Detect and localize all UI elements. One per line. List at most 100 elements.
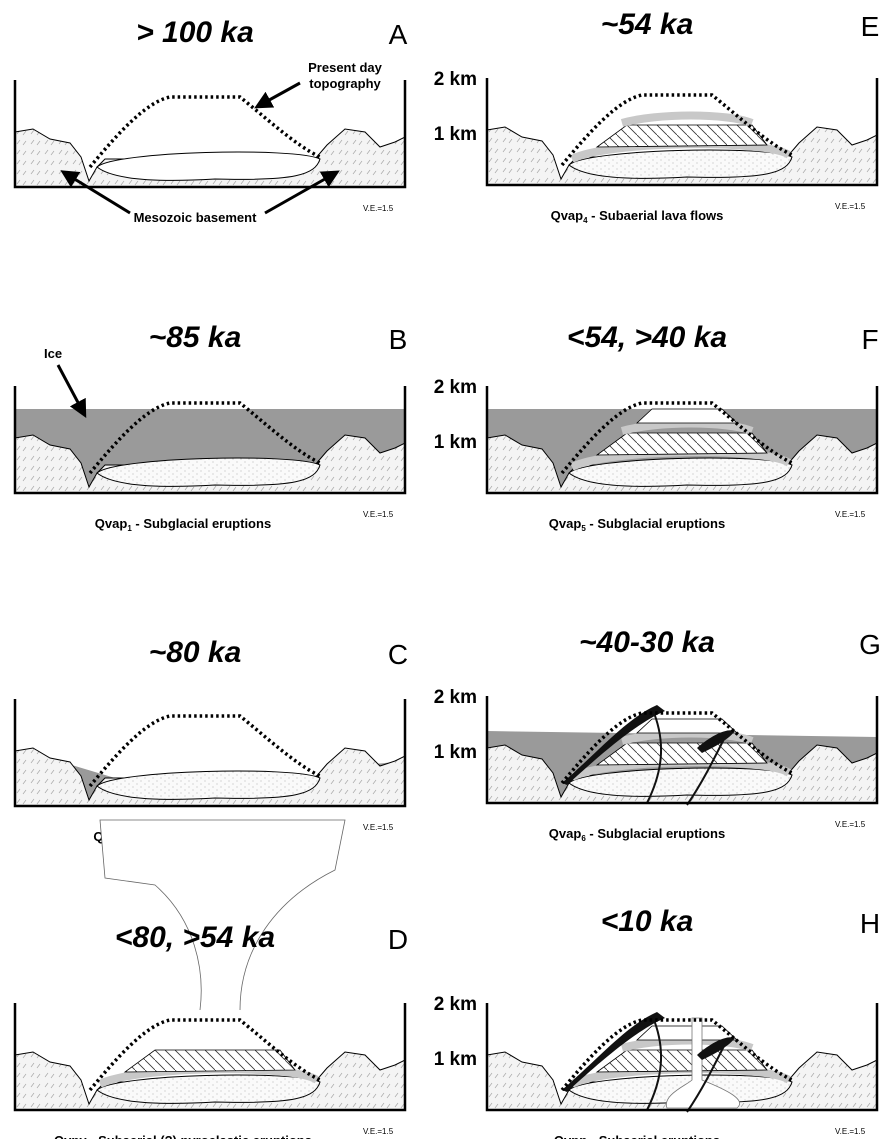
intrusion: [96, 151, 321, 181]
caption-base: Qvpy: [54, 1133, 87, 1139]
ve-label: V.E.=1.5: [363, 204, 394, 213]
cross-section: [13, 386, 407, 495]
caption: Qvpy - Subaerial (?) pyroclastic eruptio…: [54, 1133, 312, 1139]
panel-letter: C: [388, 639, 408, 670]
cross-section: [13, 80, 407, 189]
present-topography: [88, 714, 321, 788]
arrow: [60, 170, 131, 215]
present-topography: [88, 401, 321, 475]
cross-section: [13, 699, 407, 808]
age-label: ~85 ka: [149, 321, 242, 354]
lava-layer: [595, 742, 768, 766]
feeder: [646, 1014, 662, 1111]
present-topography: [88, 1018, 321, 1092]
feeder: [686, 1039, 728, 1113]
ve-label: V.E.=1.5: [835, 1127, 866, 1136]
panel-letter: D: [388, 924, 408, 955]
frame: [485, 696, 879, 805]
annotation: Mesozoic basement: [134, 210, 257, 225]
present-topography: [560, 93, 793, 167]
arrow: [254, 81, 301, 109]
km-label: 1 km: [434, 1049, 477, 1070]
intrusion: [96, 770, 321, 800]
age-label: ~40-30 ka: [579, 626, 715, 659]
caption-text: - Subaerial (?) pyroclastic eruptions: [87, 1133, 312, 1139]
lava-layer: [595, 1049, 768, 1073]
caption-base: Qvap: [549, 826, 582, 841]
panel-letter: E: [861, 11, 880, 42]
feeder: [646, 707, 662, 804]
feeder: [686, 732, 728, 806]
annotation: Ice: [44, 346, 62, 361]
frame: [485, 78, 879, 187]
caption-text: - Subaerial lava flows: [588, 208, 724, 223]
cross-section: [485, 386, 879, 495]
present-topography: [88, 95, 321, 169]
ve-label: V.E.=1.5: [363, 1127, 394, 1136]
present-topography: [560, 1018, 793, 1092]
km-label: 2 km: [434, 377, 477, 398]
caption-sub: 6: [581, 834, 586, 843]
panel-letter: G: [859, 629, 881, 660]
lava-layer: [595, 432, 768, 456]
km-label: 1 km: [434, 124, 477, 145]
km-label: 1 km: [434, 432, 477, 453]
caption-base: Qvap: [549, 516, 582, 531]
present-topography: [560, 401, 793, 475]
frame: [13, 1003, 407, 1112]
ve-label: V.E.=1.5: [363, 510, 394, 519]
caption: Qvap1 - Subglacial eruptions: [95, 516, 271, 533]
ve-label: V.E.=1.5: [363, 823, 394, 832]
lava-layer: [595, 124, 768, 148]
km-label: 2 km: [434, 687, 477, 708]
caption-base: Qvap: [551, 208, 584, 223]
caption-text: - Subaerial eruptions: [587, 1133, 720, 1139]
km-label: 2 km: [434, 994, 477, 1015]
annotation: topography: [309, 76, 381, 91]
ve-label: V.E.=1.5: [835, 510, 866, 519]
panel-letter: H: [860, 908, 880, 939]
age-label: ~54 ka: [601, 8, 694, 41]
cross-section: [485, 696, 879, 806]
caption-sub: 1: [127, 524, 132, 533]
intrusion: [96, 457, 321, 487]
frame: [485, 386, 879, 495]
cross-section: [485, 1003, 879, 1113]
arrow: [264, 170, 340, 215]
eruption-cloud: [99, 819, 346, 1011]
annotation: Present day: [308, 60, 382, 75]
frame: [13, 699, 407, 808]
caption-sub: 4: [583, 216, 588, 225]
caption: Qvap5 - Subglacial eruptions: [549, 516, 725, 533]
panel-letter: B: [389, 324, 408, 355]
frame: [13, 386, 407, 495]
present-topography: [560, 711, 793, 785]
lava-layer: [635, 1025, 739, 1041]
age-label: <10 ka: [601, 905, 694, 938]
lava-layer: [123, 1049, 296, 1073]
ve-label: V.E.=1.5: [835, 202, 866, 211]
lava-layer: [635, 718, 739, 734]
frame: [485, 1003, 879, 1112]
lava-flow: [562, 705, 665, 785]
intrusion: [96, 1074, 321, 1104]
cross-section: [485, 78, 879, 187]
caption-text: - Subglacial eruptions: [132, 516, 271, 531]
km-label: 2 km: [434, 69, 477, 90]
caption: Qvpp - Subaerial eruptions: [554, 1133, 720, 1139]
intrusion: [568, 149, 793, 179]
caption-text: - Subglacial eruptions: [586, 516, 725, 531]
intrusion: [568, 767, 793, 797]
caption-base: Qvpp: [554, 1133, 587, 1139]
ash-layer: [620, 1036, 754, 1052]
lava-flow: [562, 1012, 665, 1092]
conduit: [666, 1017, 740, 1109]
caption-base: Qvap: [95, 516, 128, 531]
frame: [13, 80, 407, 189]
age-label: <80, >54 ka: [115, 921, 275, 954]
age-label: > 100 ka: [136, 16, 254, 49]
age-label: ~80 ka: [149, 636, 242, 669]
age-label: <54, >40 ka: [567, 321, 727, 354]
ve-label: V.E.=1.5: [835, 820, 866, 829]
